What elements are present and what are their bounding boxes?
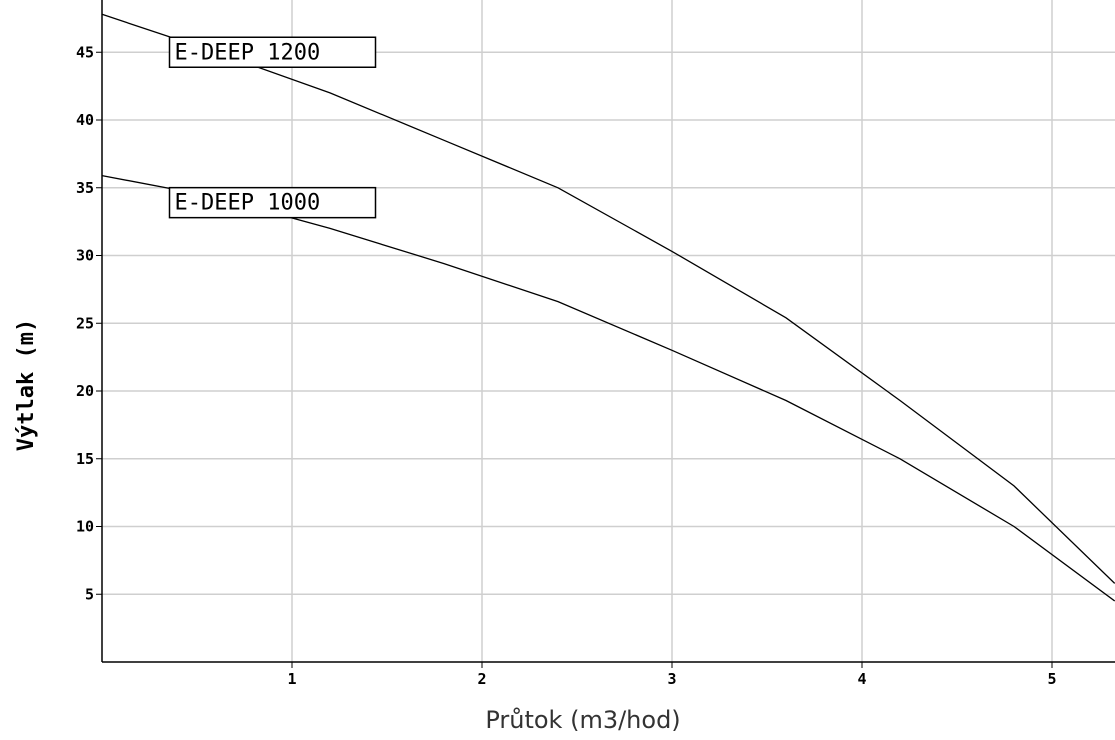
x-tick-label: 3 <box>667 670 676 688</box>
y-tick-label: 10 <box>76 518 94 536</box>
series-layer <box>101 13 1115 602</box>
y-tick-label: 15 <box>76 450 94 468</box>
grid-layer <box>102 0 1115 662</box>
label-layer: E-DEEP 1200 E-DEEP 1000 <box>168 36 377 219</box>
series-label-box: E-DEEP 1000 <box>168 186 377 219</box>
x-tick-label: 5 <box>1047 670 1056 688</box>
y-tick-label: 30 <box>76 247 94 265</box>
series-label-frame <box>168 36 377 68</box>
series-line-1 <box>101 13 1115 584</box>
y-axis-title: Výtlak (m) <box>14 319 39 451</box>
x-tick-label: 2 <box>477 670 486 688</box>
y-tick-label: 25 <box>76 314 94 332</box>
y-tick-label: 20 <box>76 382 94 400</box>
x-tick-label: 4 <box>857 670 866 688</box>
y-tick-label: 40 <box>76 111 94 129</box>
series-label-frame <box>168 186 377 219</box>
series-label-text: E-DEEP 1000 <box>175 191 321 216</box>
series-label-text: E-DEEP 1200 <box>175 40 321 65</box>
y-tick-label: 35 <box>76 179 94 197</box>
y-tick-label: 5 <box>85 585 94 603</box>
x-axis-title: Průtok (m3/hod) <box>485 706 680 734</box>
x-tick-label: 1 <box>287 670 296 688</box>
y-tick-label: 45 <box>76 43 94 61</box>
series-label-box: E-DEEP 1200 <box>168 36 377 68</box>
series-line-2 <box>101 174 1115 602</box>
